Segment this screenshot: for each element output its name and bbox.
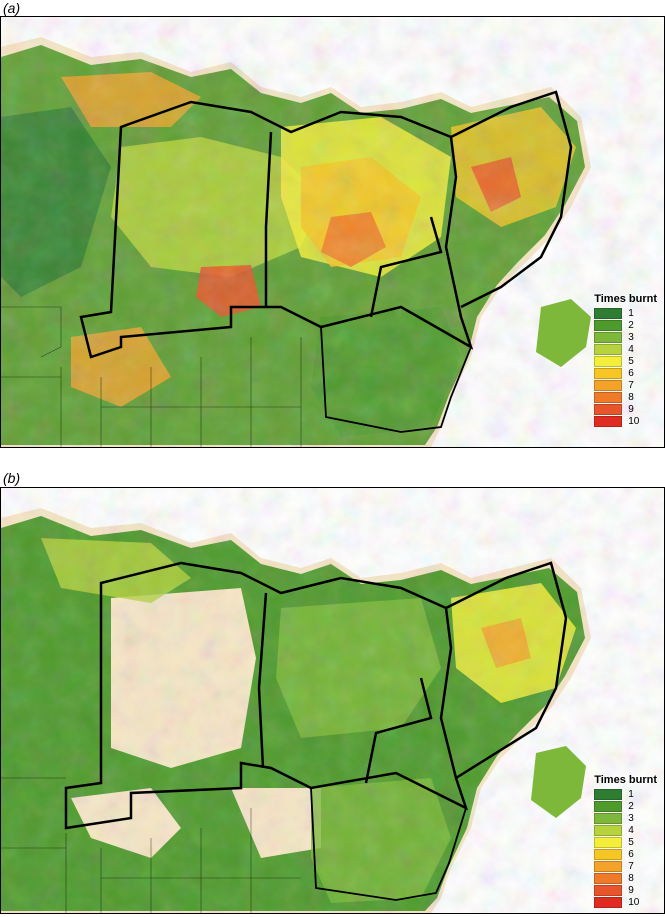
legend-item: 3 <box>594 332 657 343</box>
legend-swatch <box>594 849 623 860</box>
island <box>536 299 591 367</box>
legend-item: 1 <box>594 308 657 319</box>
legend-item: 7 <box>594 380 657 391</box>
legend-label: 4 <box>628 825 634 836</box>
legend-label: 6 <box>628 849 634 860</box>
region-boundary <box>445 561 568 780</box>
legend-item: 10 <box>594 897 657 908</box>
district-boundary <box>1 777 301 913</box>
legend-rows: 1 2 3 4 5 6 7 8 9 10 <box>594 789 657 908</box>
legend-swatch <box>594 885 623 896</box>
legend-item: 5 <box>594 837 657 848</box>
region-boundary <box>79 100 474 359</box>
legend-label: 8 <box>628 873 634 884</box>
legend-label: 1 <box>628 308 634 319</box>
legend-swatch <box>594 368 623 379</box>
legend-item: 6 <box>594 849 657 860</box>
legend-label: 1 <box>628 789 634 800</box>
legend-label: 7 <box>628 861 634 872</box>
legend-item: 6 <box>594 368 657 379</box>
legend-swatch <box>594 861 623 872</box>
legend-item: 3 <box>594 813 657 824</box>
region-boundary <box>450 90 573 309</box>
legend-swatch <box>594 825 623 836</box>
legend-label: 2 <box>628 801 634 812</box>
legend-label: 2 <box>628 320 634 331</box>
legend-label: 9 <box>628 885 634 896</box>
legend-swatch <box>594 789 623 800</box>
region-boundary <box>310 787 467 901</box>
legend-b: Times burnt 1 2 3 4 5 6 7 8 9 10 <box>594 774 657 909</box>
fire-frequency-map-b <box>1 488 664 913</box>
legend-item: 7 <box>594 861 657 872</box>
texture-overlay <box>1 17 664 447</box>
panel-label-a: (a) <box>3 0 21 16</box>
legend-label: 5 <box>628 837 634 848</box>
legend-title: Times burnt <box>594 293 657 305</box>
fire-frequency-map-a <box>1 17 664 447</box>
legend-swatch <box>594 873 623 884</box>
legend-swatch <box>594 801 623 812</box>
region-boundary <box>364 677 433 784</box>
island <box>531 746 586 818</box>
legend-label: 5 <box>628 356 634 367</box>
legend-label: 7 <box>628 380 634 391</box>
legend-item: 8 <box>594 392 657 403</box>
legend-item: 4 <box>594 344 657 355</box>
legend-swatch <box>594 897 623 908</box>
legend-label: 8 <box>628 392 634 403</box>
legend-item: 9 <box>594 885 657 896</box>
region-boundary <box>264 131 273 307</box>
texture-overlay <box>1 488 664 913</box>
legend-label: 3 <box>628 813 634 824</box>
legend-label: 4 <box>628 344 634 355</box>
district-boundary <box>1 306 302 447</box>
panel-label-b: (b) <box>3 470 21 486</box>
legend-item: 1 <box>594 789 657 800</box>
legend-label: 6 <box>628 368 634 379</box>
legend-swatch <box>594 837 623 848</box>
region-boundary <box>369 216 443 318</box>
legend-item: 2 <box>594 801 657 812</box>
legend-item: 10 <box>594 416 657 427</box>
legend-swatch <box>594 392 623 403</box>
region-boundary <box>64 561 469 830</box>
legend-a: Times burnt 1 2 3 4 5 6 7 8 9 10 <box>594 293 657 428</box>
legend-item: 4 <box>594 825 657 836</box>
legend-item: 2 <box>594 320 657 331</box>
legend-rows: 1 2 3 4 5 6 7 8 9 10 <box>594 308 657 427</box>
legend-swatch <box>594 356 623 367</box>
legend-swatch <box>594 344 623 355</box>
legend-swatch <box>594 320 623 331</box>
map-panel-b: Times burnt 1 2 3 4 5 6 7 8 9 10 <box>0 487 665 914</box>
legend-title: Times burnt <box>594 774 657 786</box>
legend-label: 10 <box>628 897 640 908</box>
legend-swatch <box>594 813 623 824</box>
legend-label: 9 <box>628 404 634 415</box>
legend-item: 8 <box>594 873 657 884</box>
legend-swatch <box>594 404 623 415</box>
map-panel-a: Times burnt 1 2 3 4 5 6 7 8 9 10 <box>0 16 665 448</box>
legend-label: 3 <box>628 332 634 343</box>
legend-swatch <box>594 416 623 427</box>
region-boundary <box>320 326 472 433</box>
legend-label: 10 <box>628 416 640 427</box>
legend-swatch <box>594 332 623 343</box>
legend-swatch <box>594 308 623 319</box>
region-boundary <box>257 592 268 769</box>
legend-item: 9 <box>594 404 657 415</box>
legend-item: 5 <box>594 356 657 367</box>
legend-swatch <box>594 380 623 391</box>
